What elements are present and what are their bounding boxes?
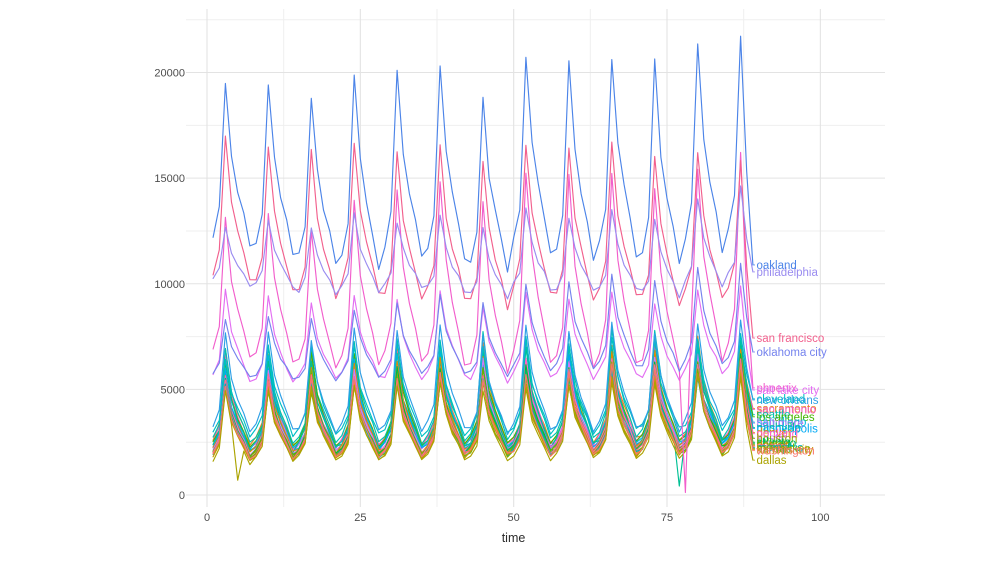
series-label-sacramento: sacramento <box>757 403 817 415</box>
series-label-washington: washington <box>756 446 815 458</box>
series-label-dallas: dallas <box>757 455 787 467</box>
series-label-denver: denver <box>757 428 792 440</box>
series-line-oklahoma-city <box>212 262 754 382</box>
x-tick-label: 25 <box>354 512 366 524</box>
series-label-san-francisco: san francisco <box>757 333 825 345</box>
series-label-new-orleans: new orleans <box>757 395 819 407</box>
series-line-san-francisco <box>212 135 754 339</box>
series-label-chicago: chicago <box>757 438 797 450</box>
series-label-nashville: nashville <box>757 422 802 434</box>
series-label-phoenix: phoenix <box>757 383 798 395</box>
series-label-miami: miami <box>757 441 788 453</box>
series-label-salt-lake-city: salt lake city <box>757 385 820 397</box>
series-label-detroit: detroit <box>757 440 790 452</box>
series-label-cleveland: cleveland <box>757 394 806 406</box>
series-label-san-diego: san diego <box>757 417 807 429</box>
series-label-oklahoma-city: oklahoma city <box>757 347 828 359</box>
series-label-san-antonio: san antonio <box>757 404 816 416</box>
x-tick-label: 100 <box>811 512 829 524</box>
series-line-oakland <box>212 35 754 273</box>
x-tick-label: 0 <box>204 512 210 524</box>
series-label-portland: portland <box>757 429 799 441</box>
y-tick-label: 10000 <box>154 279 185 291</box>
series-line-dallas <box>212 374 754 481</box>
axis-labels: 0 5000 10000 15000 20000 0 25 50 75 100 <box>154 68 829 525</box>
series-line-new-orleans <box>212 319 754 435</box>
series-label-baltimore: baltimore <box>757 418 804 430</box>
series-line-washington <box>212 362 754 460</box>
series-lines <box>212 35 754 494</box>
series-line-philadelphia <box>212 185 754 300</box>
series-label-los-angeles: los angeles <box>757 412 815 424</box>
series-label-boston: boston <box>757 439 792 451</box>
series-label-atlanta: atlanta <box>757 437 792 449</box>
series-label-austin: austin <box>757 433 788 445</box>
series-label-milwaukee: milwaukee <box>757 444 811 456</box>
series-label-kansas-city: kansas city <box>757 445 814 457</box>
series-label-oakland: oakland <box>757 260 797 272</box>
y-tick-label: 20000 <box>154 68 185 80</box>
x-axis-title: time <box>502 531 526 545</box>
series-label-philadelphia: philadelphia <box>757 267 819 279</box>
x-tick-label: 50 <box>508 512 520 524</box>
series-label-seattle: seattle <box>757 410 791 422</box>
series-line-phoenix <box>212 151 754 494</box>
y-tick-label: 5000 <box>161 384 185 396</box>
y-tick-label: 0 <box>179 490 185 502</box>
series-label-houston: houston <box>757 433 798 445</box>
x-tick-label: 75 <box>661 512 673 524</box>
y-tick-label: 15000 <box>154 173 185 185</box>
series-label-memphis: memphis <box>757 442 804 454</box>
series-label-minneapolis: minneapolis <box>757 423 819 435</box>
